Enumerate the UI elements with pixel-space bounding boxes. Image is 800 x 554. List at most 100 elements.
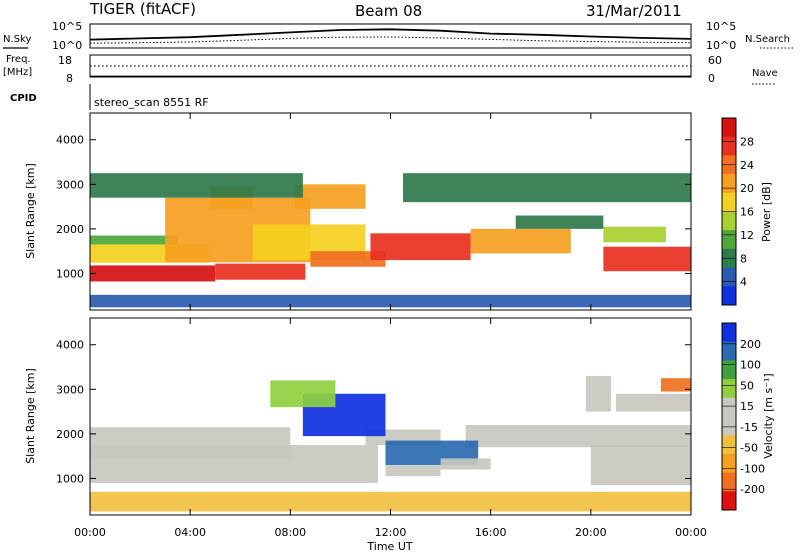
velocity-colorbar-segment <box>722 472 736 492</box>
power-colorbar-segment <box>722 267 736 287</box>
velocity-y-tick-label: 2000 <box>56 428 84 441</box>
velocity-colorbar-tick-label: -100 <box>740 462 765 475</box>
cpid-value: stereo_scan 8551 RF <box>94 96 209 109</box>
velocity-heatmap <box>90 375 691 512</box>
power-y-axis-label: Slant Range [km] <box>24 163 37 259</box>
power-colorbar-segment <box>722 286 736 306</box>
velocity-colorbar-tick-label: 50 <box>740 379 754 392</box>
velocity-colorbar-label: Velocity [m s⁻¹] <box>762 373 775 458</box>
power-cell <box>90 173 303 198</box>
velocity-y-tick-label: 1000 <box>56 472 84 485</box>
power-colorbar-tick-label: 24 <box>740 159 754 172</box>
cpid-label: CPID <box>10 93 37 104</box>
power-colorbar-segment <box>722 192 736 212</box>
x-tick-label: 20:00 <box>575 526 607 539</box>
power-colorbar-segment <box>722 136 736 156</box>
velocity-colorbar-segment <box>722 435 736 455</box>
power-cell <box>90 294 691 308</box>
power-colorbar-segment <box>722 118 736 138</box>
power-y-axis: 1000 2000 3000 4000 <box>56 134 691 280</box>
power-cell <box>295 184 366 209</box>
velocity-colorbar-segment <box>722 416 736 436</box>
radar-title: TIGER (fitACF) <box>89 0 196 18</box>
velocity-cell <box>270 380 336 408</box>
nave-tick-low: 0 <box>708 72 715 85</box>
velocity-cell <box>90 491 691 512</box>
x-tick-label: 16:00 <box>475 526 507 539</box>
nsearch-tick-high: 10^5 <box>706 20 736 33</box>
power-colorbar-tick-label: 16 <box>740 206 754 219</box>
freq-panel: Freq. [MHz] 18 8 60 0 Nave <box>3 54 778 85</box>
velocity-colorbar-tick-label: -15 <box>740 421 758 434</box>
power-cell <box>310 251 386 267</box>
date-title: 31/Mar/2011 <box>586 2 682 20</box>
velocity-cell <box>440 458 491 470</box>
velocity-cell <box>385 465 441 477</box>
freq-unit-label: [MHz] <box>3 67 32 78</box>
power-y-tick-label: 1000 <box>56 267 84 280</box>
velocity-cell <box>615 393 691 412</box>
power-cell <box>603 226 666 243</box>
beam-title: Beam 08 <box>355 2 422 20</box>
velocity-colorbar-segment <box>722 323 736 343</box>
freq-label: Freq. <box>6 54 31 65</box>
x-tick-label: 00:00 <box>675 526 707 539</box>
nsky-tick-low: 10^0 <box>52 39 82 52</box>
velocity-colorbar-segment <box>722 360 736 380</box>
power-cell <box>370 233 471 261</box>
velocity-colorbar-tick-label: 100 <box>740 359 761 372</box>
velocity-cell <box>590 445 691 486</box>
velocity-colorbar-frame <box>721 322 737 511</box>
nsky-tick-high: 10^5 <box>52 20 82 33</box>
power-colorbar-segment <box>722 174 736 194</box>
power-cell <box>403 173 691 203</box>
power-y-tick-label: 2000 <box>56 223 84 236</box>
x-tick-label: 12:00 <box>375 526 407 539</box>
velocity-colorbar-segment <box>722 379 736 399</box>
power-colorbar-segment <box>722 211 736 231</box>
velocity-cell <box>585 375 611 412</box>
power-cell <box>90 235 178 245</box>
velocity-colorbar: 200 100 50 15 -15 -50 -100 -200 <box>721 322 765 511</box>
velocity-y-axis-label: Slant Range [km] <box>24 368 37 464</box>
power-colorbar-label: Power [dB] <box>760 182 773 242</box>
power-colorbar: 28 24 20 16 12 8 4 <box>721 117 754 306</box>
power-heatmap <box>90 173 691 308</box>
power-cell <box>215 263 306 280</box>
velocity-colorbar-tick-label: -200 <box>740 483 765 496</box>
x-tick-label: 04:00 <box>174 526 206 539</box>
freq-tick-low: 8 <box>66 72 73 85</box>
x-tick-label: 08:00 <box>274 526 306 539</box>
velocity-colorbar-tick-label: 15 <box>740 400 754 413</box>
power-y-tick-label: 4000 <box>56 134 84 147</box>
nave-tick-high: 60 <box>708 54 722 67</box>
x-tick-label: 00:00 <box>74 526 106 539</box>
nsky-label: N.Sky <box>3 34 31 45</box>
power-colorbar-tick-label: 20 <box>740 182 754 195</box>
velocity-colorbar-segment <box>722 341 736 361</box>
velocity-cell <box>660 378 691 392</box>
velocity-y-tick-label: 3000 <box>56 383 84 396</box>
power-cell <box>515 215 604 229</box>
power-cell <box>470 228 571 254</box>
power-cell <box>90 265 216 282</box>
freq-tick-high: 18 <box>58 54 72 67</box>
nave-label: Nave <box>752 68 778 79</box>
power-panel: 1000 2000 3000 4000 Slant Range [km] 28 24 20… <box>24 112 773 311</box>
velocity-colorbar-segment <box>722 491 736 511</box>
velocity-colorbar-segment <box>722 453 736 474</box>
x-axis-label: Time UT <box>366 540 412 553</box>
nsearch-label: N.Search <box>745 34 790 45</box>
velocity-colorbar-tick-label: -50 <box>740 442 758 455</box>
power-cell <box>603 246 691 272</box>
velocity-y-axis: 1000 2000 3000 4000 <box>56 339 691 485</box>
nsky-panel: N.Sky 10^5 10^0 10^5 10^0 N.Search <box>3 20 795 52</box>
velocity-cell <box>465 424 691 448</box>
velocity-colorbar-tick-label: 200 <box>740 338 761 351</box>
time-x-axis: 00:00 04:00 08:00 12:00 16:00 20:00 00:00 <box>74 113 707 539</box>
power-y-tick-label: 3000 <box>56 178 84 191</box>
power-colorbar-tick-label: 8 <box>740 252 747 265</box>
velocity-y-tick-label: 4000 <box>56 339 84 352</box>
nsky-series-line <box>89 28 692 41</box>
velocity-colorbar-segment <box>722 397 736 417</box>
